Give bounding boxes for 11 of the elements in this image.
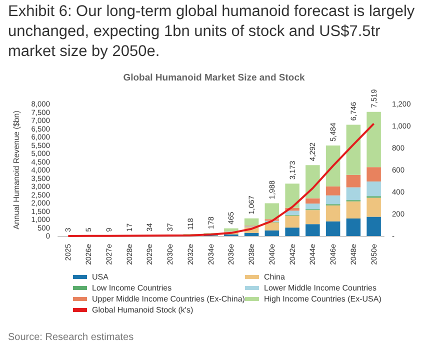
chart-title: Exhibit 6: Our long-term global humanoid forecast is largely unchanged, expecting 1bn units of stock and US$7.5tr market size by 2050e. [8,2,416,62]
legend-label: China [264,272,286,282]
source-note: Source: Research estimates [8,332,134,343]
legend-label: USA [92,272,110,282]
legend-label: Lower Middle Income Countries [264,284,376,292]
legend-label: High Income Countries (Ex-USA) [264,294,382,304]
legend-label: Low Income Countries [92,284,172,292]
y-axis-title: Annual Humanoid Revenue ($bn) [12,110,21,230]
chart-subtitle: Global Humanoid Market Size and Stock [123,72,306,84]
legend-label: Upper Middle Income Countries (Ex-China) [92,294,246,304]
legend-label: Global Humanoid Stock (k's) [92,306,194,314]
